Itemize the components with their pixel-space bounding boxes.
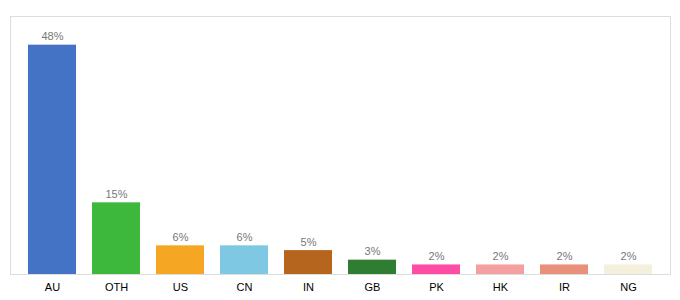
svg-text:5%: 5% (301, 236, 317, 248)
svg-text:CN: CN (237, 281, 253, 293)
svg-text:48%: 48% (41, 30, 63, 42)
svg-text:OTH: OTH (105, 281, 128, 293)
svg-text:2%: 2% (557, 250, 573, 262)
svg-text:AU: AU (45, 281, 60, 293)
svg-text:15%: 15% (105, 188, 127, 200)
svg-text:2%: 2% (621, 250, 637, 262)
svg-text:2%: 2% (493, 250, 509, 262)
svg-text:3%: 3% (365, 245, 381, 257)
svg-text:6%: 6% (237, 231, 253, 243)
svg-text:US: US (173, 281, 188, 293)
svg-text:IN: IN (303, 281, 314, 293)
svg-text:NG: NG (620, 281, 637, 293)
svg-text:GB: GB (365, 281, 381, 293)
svg-text:HK: HK (493, 281, 509, 293)
svg-text:6%: 6% (173, 231, 189, 243)
svg-text:2%: 2% (429, 250, 445, 262)
svg-text:IR: IR (559, 281, 570, 293)
svg-text:PK: PK (429, 281, 444, 293)
